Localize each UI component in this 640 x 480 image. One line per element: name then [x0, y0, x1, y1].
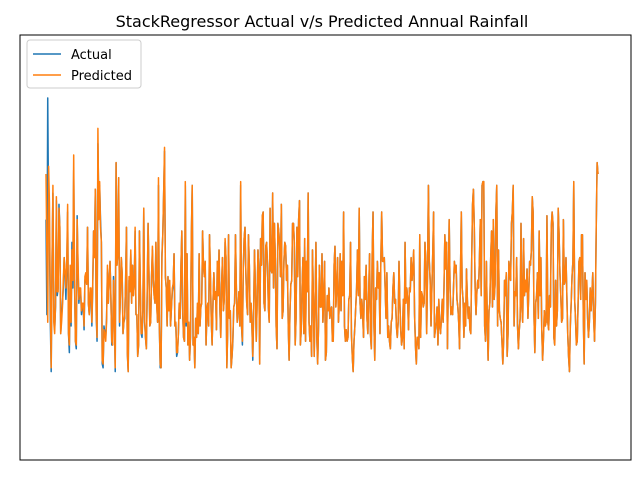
series-line-predicted	[45, 127, 599, 373]
chart-title: StackRegressor Actual v/s Predicted Annu…	[116, 12, 529, 31]
series-layer	[45, 97, 599, 373]
legend: Actual Predicted	[26, 39, 142, 89]
plot-area	[19, 34, 632, 461]
legend-frame	[26, 39, 142, 89]
legend-label-actual: Actual	[71, 48, 112, 63]
legend-label-predicted: Predicted	[71, 69, 132, 84]
